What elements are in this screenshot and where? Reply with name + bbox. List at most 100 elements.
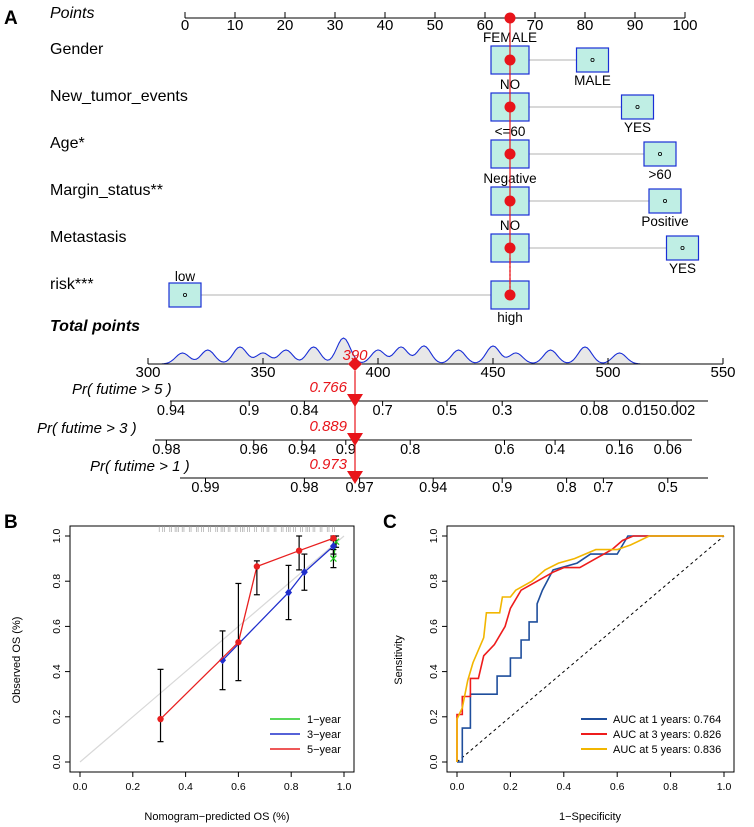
y-tick-label: 0.2: [51, 709, 63, 724]
roc-panel: C 1−Specificity Sensitivity 0.0 0.2 0.4 0.6…: [383, 512, 735, 823]
y-tick-label: 0.0: [51, 755, 63, 770]
y-tick-label: 1.0: [51, 529, 63, 544]
panel-label-b: B: [4, 512, 18, 533]
probability-tick-label: 0.08: [580, 403, 608, 419]
probability-selected-marker: [347, 394, 363, 407]
level-point: [182, 292, 187, 297]
reference-diagonal: [79, 535, 345, 763]
level-label: >60: [649, 167, 672, 182]
points-tick-label: 70: [527, 17, 544, 34]
probability-tick-label: 0.7: [593, 480, 613, 496]
probability-tick-label: 0.4: [545, 442, 565, 458]
calibration-point: [285, 588, 293, 597]
y-tick-label: 0.0: [428, 755, 440, 770]
probability-tick-label: 0.94: [157, 403, 185, 419]
selected-level-dot: [504, 54, 516, 66]
level-point: [658, 151, 663, 156]
roc-curve: [456, 535, 724, 762]
calibration-point: [253, 563, 261, 570]
y-tick-label: 0.8: [51, 574, 63, 589]
probability-tick-label: 0.94: [288, 442, 316, 458]
variable-name: Age*: [50, 135, 85, 152]
probability-scale-label: Pr( futime > 1 ): [90, 458, 190, 475]
points-tick-label: 80: [577, 17, 594, 34]
level-box: [648, 188, 682, 214]
total-points-axis: 300 350 400 450 500 550: [135, 337, 736, 381]
roc-xlabel: 1−Specificity: [559, 811, 622, 823]
probability-selected-value: 0.889: [309, 418, 347, 435]
level-box: [168, 282, 202, 308]
calibration-panel: B Nomogram−predicted OS (%) Observed OS …: [4, 512, 355, 823]
points-axis: 0 10 20 30 40 50 60 70 80 90 100: [181, 12, 698, 34]
level-label: YES: [669, 261, 696, 276]
calibration-point: [330, 535, 337, 542]
roc-plot: 0.0 0.2 0.4 0.6 0.8 1.0 0.0 0.2 0.4 0.6 0.8 1.0 AUC …: [428, 525, 735, 793]
probability-tick-label: 0.8: [400, 442, 420, 458]
points-tick-label: 30: [327, 17, 344, 34]
probability-scale: Pr( futime > 1 )0.99 0.98 0.97 0.94 0.9 0.8 0.…: [90, 458, 708, 496]
probability-selected-value: 0.973: [309, 456, 347, 473]
level-label: MALE: [574, 73, 611, 88]
selected-level-dot: [504, 289, 516, 301]
variable-name: risk***: [50, 276, 94, 293]
density-curve: [148, 337, 723, 365]
probability-tick-label: 0.9: [492, 480, 512, 496]
total-tick-label: 450: [480, 364, 505, 381]
level-label: YES: [624, 120, 651, 135]
calibration-point: [329, 555, 337, 563]
points-tick-label: 50: [427, 17, 444, 34]
selected-level-dot: [504, 195, 516, 207]
level-label: Positive: [641, 214, 688, 229]
probability-tick-label: 0.9: [336, 442, 356, 458]
x-tick-label: 0.6: [610, 781, 625, 793]
level-point: [590, 58, 595, 63]
nomogram-panel: A Points 0 10 20 30 40 50 60 70 80 90 100 GenderFE…: [4, 5, 736, 496]
total-selected-value: 390: [342, 347, 368, 364]
level-point: [680, 245, 685, 250]
selected-level-dot: [504, 242, 516, 254]
legend-label: 3−year: [307, 729, 341, 741]
probability-tick-label: 0.8: [557, 480, 577, 496]
roc-ylabel: Sensitivity: [393, 635, 405, 685]
probability-tick-label: 0.06: [654, 442, 682, 458]
legend-label: AUC at 5 years: 0.836: [613, 744, 721, 756]
points-tick-label: 60: [477, 17, 494, 34]
total-tick-label: 400: [365, 364, 390, 381]
roc-legend: AUC at 1 years: 0.764 AUC at 3 years: 0.8…: [581, 714, 721, 756]
selection-overlay: 390 0.766 0.889 0.973: [309, 12, 516, 484]
probability-tick-label: 0.3: [492, 403, 512, 419]
panel-label-a: A: [4, 8, 18, 29]
calibration-point: [157, 715, 164, 723]
x-tick-label: 0.6: [231, 781, 246, 793]
calibration-line: [160, 537, 334, 720]
probability-scale: Pr( futime > 3 ) 0.98 0.96 0.94 0.9 0.8 0.6 0.4…: [37, 420, 692, 458]
points-tick-label: 100: [672, 17, 697, 34]
total-tick-label: 500: [595, 364, 620, 381]
probability-scale: Pr( futime > 5 ) 0.94 0.9 0.84 0.7 0.5 0.3 0.08…: [72, 381, 708, 419]
legend-label: 1−year: [307, 714, 341, 726]
selected-level-dot: [504, 101, 516, 113]
calibration-point: [295, 547, 303, 554]
x-tick-label: 0.0: [73, 781, 88, 793]
points-tick-label: 10: [227, 17, 244, 34]
probability-tick-label: 0.9: [239, 403, 259, 419]
calibration-point: [235, 639, 242, 646]
calibration-point: [329, 542, 337, 551]
legend-label: 5−year: [307, 744, 341, 756]
variable-name: New_tumor_events: [50, 88, 188, 105]
points-tick-label: 0: [181, 17, 189, 34]
probability-tick-label: 0.5: [437, 403, 457, 419]
probability-tick-label: 0.6: [494, 442, 514, 458]
probability-tick-label: 0.015: [622, 403, 658, 419]
y-tick-label: 0.4: [51, 664, 63, 679]
probability-tick-label: 0.97: [345, 480, 373, 496]
variable-name: Margin_status**: [50, 182, 163, 199]
variable-row: risk*** low high: [50, 269, 530, 325]
level-box: [665, 235, 700, 261]
level-point: [635, 105, 640, 110]
calibration-legend: 1−year 3−year 5−year: [270, 714, 341, 756]
probability-tick-label: 0.7: [373, 403, 393, 419]
roc-curve: [457, 535, 724, 763]
